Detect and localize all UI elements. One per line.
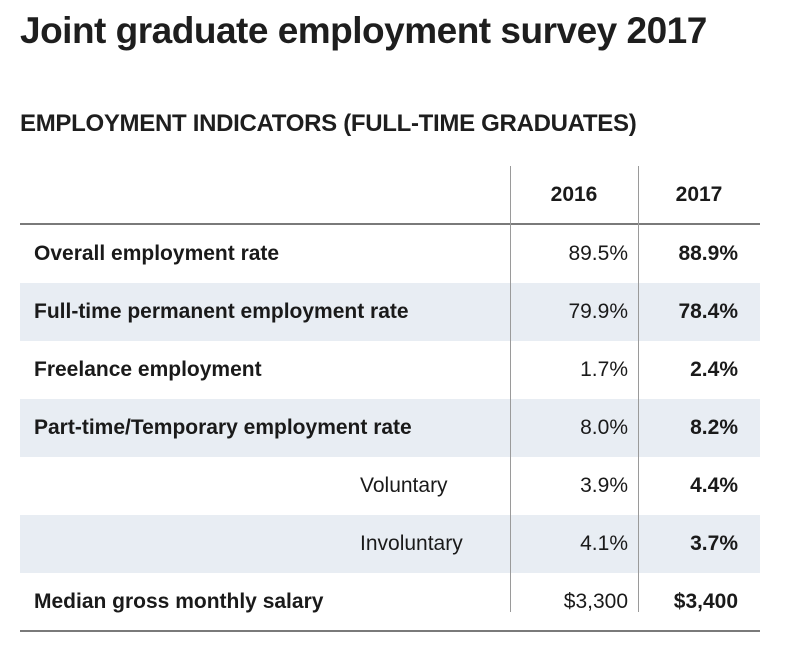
row-label: Overall employment rate bbox=[34, 242, 280, 265]
value-2017: 4.4% bbox=[690, 474, 738, 497]
table-row: Median gross monthly salary $3,300 $3,400 bbox=[20, 573, 760, 631]
row-label: Full-time permanent employment rate bbox=[34, 300, 409, 323]
value-2017: $3,400 bbox=[673, 590, 738, 613]
table-row: Part-time/Temporary employment rate 8.0% 8… bbox=[20, 399, 760, 457]
row-label: Freelance employment bbox=[34, 358, 262, 381]
row-label: Voluntary bbox=[360, 474, 448, 497]
value-2017: 2.4% bbox=[690, 358, 738, 381]
table-row: Involuntary 4.1% 3.7% bbox=[20, 515, 760, 573]
table-row: Overall employment rate 89.5% 88.9% bbox=[20, 225, 760, 283]
table-row: Full-time permanent employment rate 79.9%… bbox=[20, 283, 760, 341]
column-header-2016: 2016 bbox=[550, 182, 598, 206]
column-divider-right bbox=[638, 166, 639, 612]
table-row: Voluntary 3.9% 4.4% bbox=[20, 457, 760, 515]
value-2016: 4.1% bbox=[580, 532, 628, 555]
value-2016: 8.0% bbox=[580, 416, 628, 439]
value-2017: 3.7% bbox=[690, 532, 738, 555]
column-header-2017: 2017 bbox=[675, 182, 723, 206]
column-divider-left bbox=[510, 166, 511, 612]
value-2016: 3.9% bbox=[580, 474, 628, 497]
value-2017: 8.2% bbox=[690, 416, 738, 439]
value-2016: 89.5% bbox=[568, 242, 628, 265]
value-2016: 79.9% bbox=[568, 300, 628, 323]
header-divider bbox=[20, 223, 760, 225]
table-subtitle: EMPLOYMENT INDICATORS (FULL-TIME GRADUAT… bbox=[20, 110, 637, 137]
row-label: Part-time/Temporary employment rate bbox=[34, 416, 412, 439]
page-title: Joint graduate employment survey 2017 bbox=[20, 10, 707, 51]
row-label: Median gross monthly salary bbox=[34, 590, 324, 613]
table-row: Freelance employment 1.7% 2.4% bbox=[20, 341, 760, 399]
value-2017: 78.4% bbox=[678, 300, 738, 323]
value-2017: 88.9% bbox=[678, 242, 738, 265]
value-2016: 1.7% bbox=[580, 358, 628, 381]
table-header-row: 2016 2017 bbox=[20, 166, 760, 223]
table-bottom-rule bbox=[20, 630, 760, 632]
row-label: Involuntary bbox=[360, 532, 463, 555]
value-2016: $3,300 bbox=[563, 590, 628, 613]
